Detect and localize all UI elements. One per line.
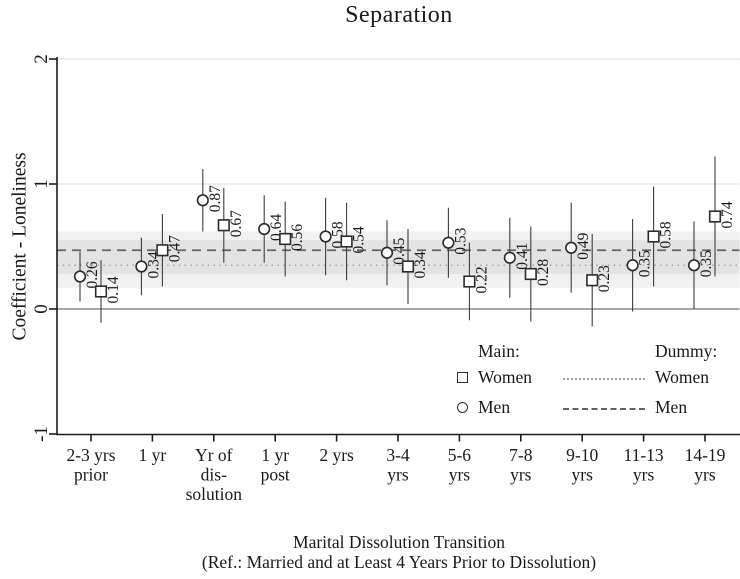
x-axis-title: Marital Dissolution Transition (Ref.: Ma… xyxy=(57,532,740,572)
x-axis-title-line2: (Ref.: Married and at Least 4 Years Prio… xyxy=(201,552,597,572)
legend-dummy-men-label: Men xyxy=(655,397,688,417)
legend-main-header: Main: xyxy=(478,341,520,361)
marker-men-2 xyxy=(196,194,209,207)
x-tick-label-10: 14-19 yrs xyxy=(685,445,726,485)
x-tick-label-2: Yr of dis-solution xyxy=(186,445,243,504)
marker-men-0 xyxy=(73,270,87,283)
value-label-women-10: 0.74 xyxy=(719,201,736,228)
legend-main-men-label: Men xyxy=(478,397,511,417)
marker-women-4 xyxy=(340,235,353,248)
x-tick-label-1: 1 yr xyxy=(139,445,167,465)
x-tick-label-0: 2-3 yrs prior xyxy=(66,445,115,485)
legend-women-square-icon xyxy=(457,372,468,383)
legend-main-women-label: Women xyxy=(478,367,532,387)
value-label-women-9: 0.58 xyxy=(658,221,675,248)
marker-men-8 xyxy=(565,241,578,254)
marker-women-3 xyxy=(279,232,292,246)
marker-women-10 xyxy=(708,210,722,223)
marker-women-7 xyxy=(524,267,537,281)
marker-women-6 xyxy=(463,275,476,288)
value-label-men-7: 0.41 xyxy=(514,243,531,270)
legend-dashed-line-icon xyxy=(563,408,645,410)
value-label-women-0: 0.14 xyxy=(105,276,122,303)
value-label-men-8: 0.49 xyxy=(575,232,592,259)
value-label-men-0: 0.26 xyxy=(84,261,101,288)
value-label-men-9: 0.35 xyxy=(637,250,654,277)
marker-women-2 xyxy=(217,219,230,232)
marker-women-8 xyxy=(586,274,599,287)
marker-men-3 xyxy=(258,222,271,236)
legend-dotted-line-icon xyxy=(563,378,645,380)
legend-dummy-header: Dummy: xyxy=(655,341,718,361)
marker-men-5 xyxy=(380,246,394,259)
value-label-women-7: 0.28 xyxy=(535,259,552,286)
marker-men-6 xyxy=(442,236,455,249)
x-tick-label-3: 1 yr post xyxy=(261,445,290,485)
marker-men-10 xyxy=(687,259,701,272)
x-tick-label-8: 9-10 yrs xyxy=(566,445,598,485)
y-axis-label: Coefficient - Loneliness xyxy=(9,152,31,341)
legend-dummy-women-label: Women xyxy=(655,367,709,387)
marker-men-9 xyxy=(626,259,639,272)
x-tick-label-9: 11-13 yrs xyxy=(624,445,664,485)
marker-women-0 xyxy=(94,285,108,298)
marker-men-4 xyxy=(319,230,332,243)
value-label-women-4: 0.54 xyxy=(351,226,368,253)
value-label-women-8: 0.23 xyxy=(596,265,613,292)
value-label-women-6: 0.22 xyxy=(473,266,490,293)
ci-band-dotted xyxy=(57,240,740,288)
x-tick-label-5: 3-4 yrs xyxy=(386,445,410,485)
marker-women-5 xyxy=(401,260,415,273)
value-label-women-2: 0.67 xyxy=(228,210,245,237)
marker-men-7 xyxy=(503,251,516,264)
x-axis-title-line1: Marital Dissolution Transition xyxy=(293,532,505,552)
x-tick-label-7: 7-8 yrs xyxy=(509,445,533,485)
value-label-men-6: 0.53 xyxy=(452,227,469,254)
legend-men-circle-icon xyxy=(457,402,468,413)
y-tick-label-0: 0 xyxy=(31,304,52,314)
y-tick-label-2: 2 xyxy=(31,54,52,64)
value-label-men-1: 0.34 xyxy=(145,251,162,278)
chart-title: Separation xyxy=(345,2,453,28)
value-label-men-5: 0.45 xyxy=(391,237,408,264)
value-label-women-3: 0.56 xyxy=(289,224,306,251)
y-tick-label-1: 1 xyxy=(31,179,52,189)
value-label-women-1: 0.47 xyxy=(166,235,183,262)
x-tick-label-6: 5-6 yrs xyxy=(448,445,472,485)
x-tick-label-4: 2 yrs xyxy=(319,445,354,465)
marker-women-9 xyxy=(647,230,660,243)
value-label-men-2: 0.87 xyxy=(207,185,224,212)
marker-men-1 xyxy=(135,260,148,273)
y-tick-label--1: -1 xyxy=(31,426,52,442)
ci-band-dashed xyxy=(57,231,740,274)
value-label-women-5: 0.34 xyxy=(412,251,429,278)
marker-women-1 xyxy=(156,244,169,257)
value-label-men-10: 0.35 xyxy=(698,250,715,277)
